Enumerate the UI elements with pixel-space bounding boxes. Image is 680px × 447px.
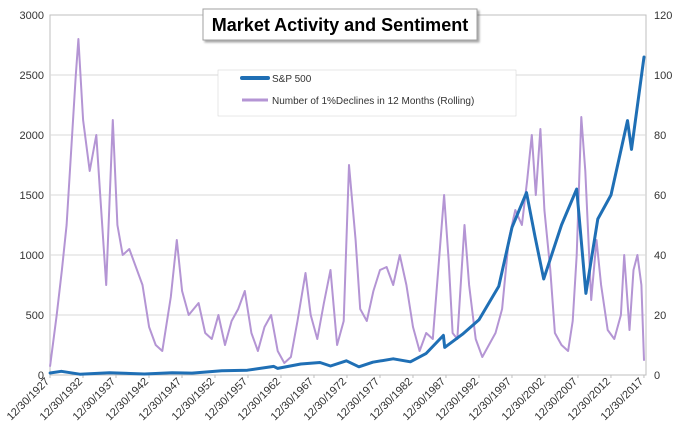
right-tick-label: 0 — [654, 370, 660, 382]
sp500-line — [48, 55, 646, 376]
right-tick-label: 120 — [654, 10, 672, 22]
title-box-background — [202, 8, 478, 41]
legend: S&P 500 Number of 1%Declines in 12 Month… — [217, 69, 517, 117]
title-box: Market Activity and Sentiment — [202, 8, 478, 41]
chart-title: Market Activity and Sentiment — [212, 15, 468, 35]
left-tick-label: 1500 — [20, 190, 44, 202]
declines-line — [49, 38, 645, 367]
right-tick-label: 20 — [654, 310, 666, 322]
legend-label-declines: Number of 1%Declines in 12 Months (Rolli… — [272, 96, 474, 107]
right-tick-label: 40 — [654, 250, 666, 262]
left-tick-label: 2500 — [20, 70, 44, 82]
left-tick-label: 3000 — [20, 10, 44, 22]
legend-label-sp500: S&P 500 — [272, 74, 312, 85]
left-axis: 0 500 1000 1500 2000 2500 3000 — [20, 10, 44, 382]
right-tick-label: 100 — [654, 70, 672, 82]
left-tick-label: 1000 — [20, 250, 44, 262]
right-tick-label: 80 — [654, 130, 666, 142]
left-tick-label: 0 — [38, 370, 44, 382]
left-tick-label: 500 — [26, 310, 44, 322]
left-tick-label: 2000 — [20, 130, 44, 142]
x-axis: 12/30/192712/30/193212/30/193712/30/1942… — [5, 375, 646, 423]
series-layer — [48, 38, 646, 376]
right-axis: 0 20 40 60 80 100 120 — [654, 10, 672, 382]
right-tick-label: 60 — [654, 190, 666, 202]
